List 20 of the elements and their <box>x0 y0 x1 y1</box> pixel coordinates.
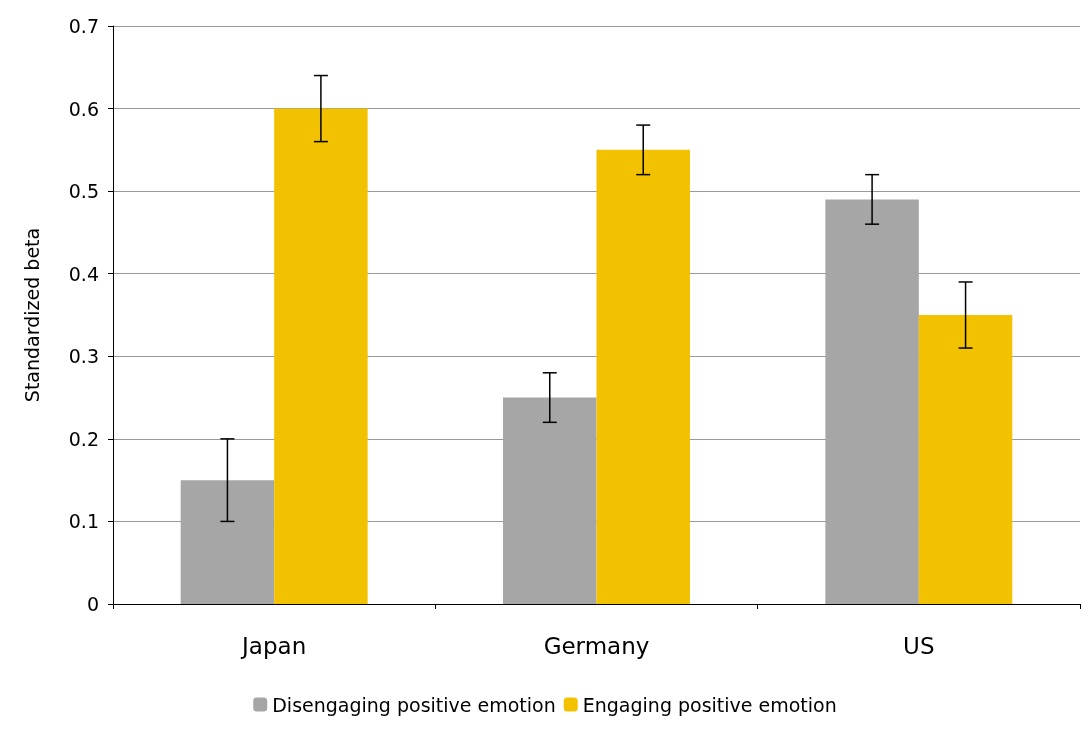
x-tick-label: Japan <box>240 632 307 659</box>
y-tick-label: 0.2 <box>68 427 99 450</box>
y-tick-label: 0.4 <box>68 262 99 285</box>
y-tick-label: 0 <box>86 593 99 615</box>
bar <box>274 108 368 604</box>
bar <box>180 480 275 604</box>
bar <box>825 199 919 604</box>
bar <box>503 397 597 604</box>
y-tick-label: 0.7 <box>68 15 99 37</box>
y-axis-title: Standardized beta <box>20 227 43 403</box>
bar <box>918 315 1013 604</box>
legend-label: Disengaging positive emotion <box>272 693 556 716</box>
bar <box>596 149 690 604</box>
x-tick-label: Germany <box>543 632 650 659</box>
y-tick-label: 0.3 <box>68 345 99 368</box>
y-tick-label: 0.1 <box>68 510 99 533</box>
y-tick-label: 0.6 <box>68 97 99 120</box>
y-tick-label: 0.5 <box>68 180 99 203</box>
legend-label: Engaging positive emotion <box>582 693 837 716</box>
x-tick-label: US <box>903 632 935 659</box>
